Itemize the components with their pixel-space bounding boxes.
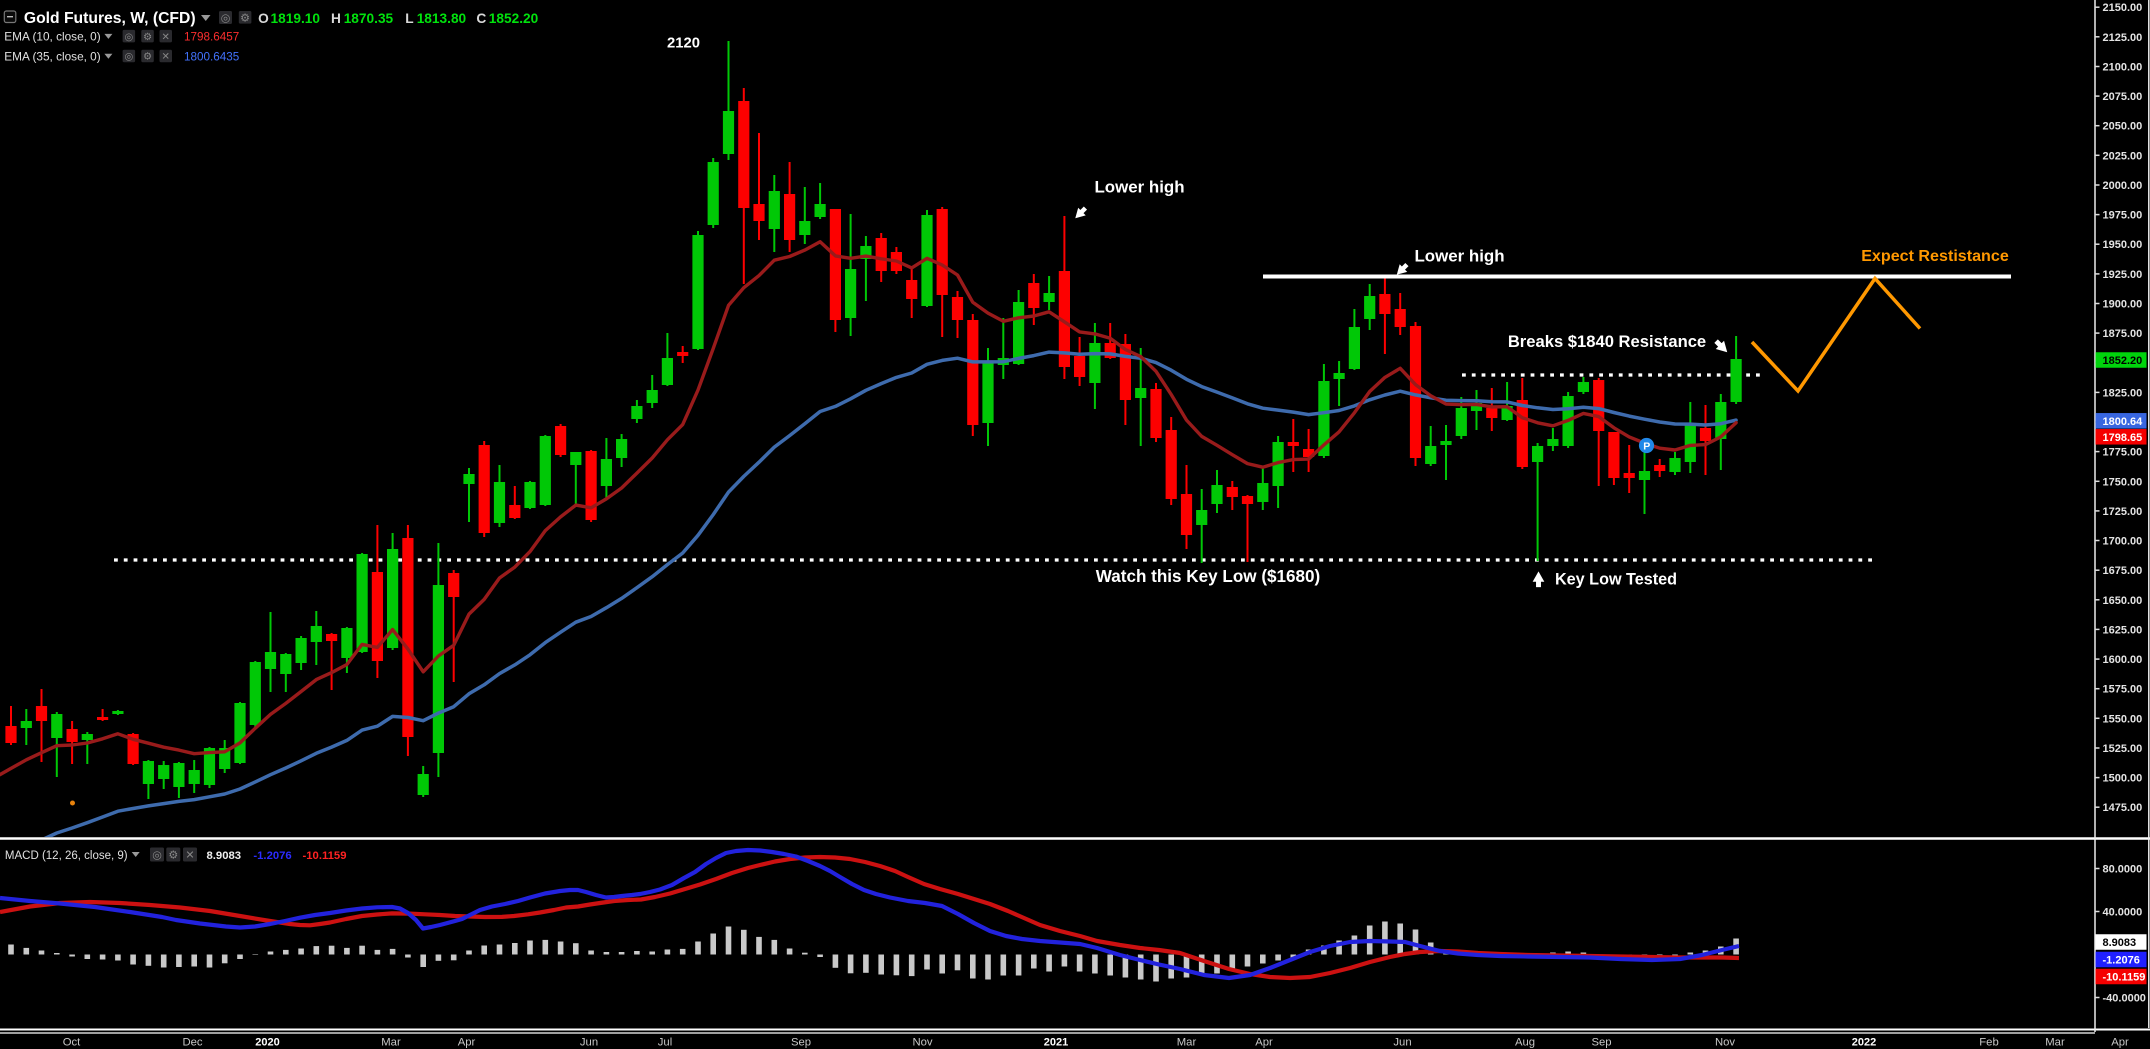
svg-text:Dec: Dec [182, 1037, 202, 1049]
svg-text:80.0000: 80.0000 [2103, 864, 2143, 876]
svg-text:1800.6435: 1800.6435 [184, 50, 240, 63]
svg-text:1600.00: 1600.00 [2103, 654, 2143, 666]
svg-text:2022: 2022 [1852, 1037, 1876, 1049]
svg-text:1852.20: 1852.20 [489, 11, 539, 26]
svg-text:1819.10: 1819.10 [271, 11, 321, 26]
svg-text:MACD (12, 26, close, 9): MACD (12, 26, close, 9) [5, 850, 128, 862]
svg-text:◎: ◎ [124, 52, 133, 63]
svg-text:Jun: Jun [1393, 1037, 1411, 1049]
svg-text:-10.1159: -10.1159 [2103, 972, 2146, 984]
svg-text:Sep: Sep [791, 1037, 811, 1049]
svg-text:1700.00: 1700.00 [2103, 536, 2143, 548]
svg-text:O: O [258, 11, 269, 26]
svg-text:Apr: Apr [2111, 1037, 2129, 1049]
svg-text:Jun: Jun [580, 1037, 598, 1049]
svg-text:P: P [1643, 441, 1650, 453]
svg-text:2150.00: 2150.00 [2103, 2, 2143, 14]
svg-text:1798.6457: 1798.6457 [184, 30, 239, 43]
svg-text:1825.00: 1825.00 [2103, 387, 2143, 399]
svg-text:1800.64: 1800.64 [2103, 416, 2144, 428]
svg-text:1625.00: 1625.00 [2103, 624, 2143, 636]
svg-text:1900.00: 1900.00 [2103, 299, 2143, 311]
svg-text:-40.0000: -40.0000 [2103, 993, 2146, 1005]
svg-text:Lower high: Lower high [1414, 247, 1504, 266]
svg-text:40.0000: 40.0000 [2103, 907, 2143, 919]
svg-text:Apr: Apr [458, 1037, 476, 1049]
svg-text:EMA (35, close, 0): EMA (35, close, 0) [4, 49, 100, 63]
svg-text:H: H [331, 11, 341, 26]
svg-text:2021: 2021 [1044, 1037, 1068, 1049]
svg-text:Sep: Sep [1591, 1037, 1611, 1049]
svg-text:C: C [476, 11, 486, 26]
svg-text:EMA (10, close, 0): EMA (10, close, 0) [4, 29, 100, 43]
svg-text:1875.00: 1875.00 [2103, 328, 2143, 340]
svg-text:Nov: Nov [1715, 1037, 1735, 1049]
svg-text:2000.00: 2000.00 [2103, 180, 2143, 192]
svg-text:1975.00: 1975.00 [2103, 210, 2143, 222]
svg-text:1575.00: 1575.00 [2103, 684, 2143, 696]
svg-text:Key Low Tested: Key Low Tested [1555, 571, 1677, 589]
svg-text:1925.00: 1925.00 [2103, 269, 2143, 281]
svg-text:Mar: Mar [381, 1037, 401, 1049]
svg-text:✕: ✕ [162, 52, 170, 63]
svg-text:Apr: Apr [1255, 1037, 1273, 1049]
svg-text:⚙: ⚙ [143, 32, 152, 43]
svg-text:2020: 2020 [255, 1037, 279, 1049]
svg-text:2075.00: 2075.00 [2103, 91, 2143, 103]
svg-text:Mar: Mar [2045, 1037, 2065, 1049]
svg-text:2125.00: 2125.00 [2103, 32, 2143, 44]
svg-text:1725.00: 1725.00 [2103, 506, 2143, 518]
svg-text:1525.00: 1525.00 [2103, 743, 2143, 755]
svg-text:1950.00: 1950.00 [2103, 239, 2143, 251]
svg-text:Feb: Feb [1979, 1037, 1998, 1049]
svg-text:◎: ◎ [221, 12, 231, 24]
svg-text:Jul: Jul [658, 1037, 672, 1049]
svg-text:1500.00: 1500.00 [2103, 773, 2143, 785]
svg-text:◎: ◎ [152, 849, 162, 861]
svg-text:Oct: Oct [63, 1037, 81, 1049]
svg-text:1675.00: 1675.00 [2103, 565, 2143, 577]
svg-text:⚙: ⚙ [143, 52, 152, 63]
svg-text:⚙: ⚙ [240, 12, 250, 24]
svg-text:Mar: Mar [1177, 1037, 1197, 1049]
svg-text:1813.80: 1813.80 [417, 11, 467, 26]
svg-text:-1.2076: -1.2076 [253, 850, 291, 862]
svg-text:1798.65: 1798.65 [2103, 432, 2143, 444]
svg-text:⚙: ⚙ [168, 849, 178, 861]
svg-text:Aug: Aug [1515, 1037, 1535, 1049]
svg-text:2050.00: 2050.00 [2103, 121, 2143, 133]
svg-text:✕: ✕ [185, 849, 194, 861]
svg-text:2100.00: 2100.00 [2103, 61, 2143, 73]
svg-text:8.9083: 8.9083 [207, 850, 242, 862]
svg-text:1852.20: 1852.20 [2103, 355, 2143, 367]
svg-text:1475.00: 1475.00 [2103, 802, 2143, 814]
svg-text:2120: 2120 [667, 36, 700, 52]
svg-text:-1.2076: -1.2076 [2103, 955, 2140, 967]
svg-text:1750.00: 1750.00 [2103, 476, 2143, 488]
svg-text:Watch this Key Low ($1680): Watch this Key Low ($1680) [1096, 567, 1321, 586]
svg-text:Breaks $1840 Resistance: Breaks $1840 Resistance [1508, 332, 1706, 351]
svg-text:1550.00: 1550.00 [2103, 713, 2143, 725]
svg-text:8.9083: 8.9083 [2103, 937, 2137, 949]
svg-text:Nov: Nov [912, 1037, 932, 1049]
svg-text:1775.00: 1775.00 [2103, 447, 2143, 459]
svg-text:Expect Restistance: Expect Restistance [1861, 247, 2009, 265]
svg-text:1870.35: 1870.35 [344, 11, 394, 26]
svg-text:1650.00: 1650.00 [2103, 595, 2143, 607]
svg-text:-10.1159: -10.1159 [303, 850, 347, 862]
svg-text:L: L [405, 11, 413, 26]
svg-text:✕: ✕ [162, 32, 170, 43]
svg-text:Gold Futures, W, (CFD): Gold Futures, W, (CFD) [24, 10, 196, 27]
svg-text:◎: ◎ [124, 32, 133, 43]
svg-text:Lower high: Lower high [1094, 178, 1184, 197]
svg-text:2025.00: 2025.00 [2103, 150, 2143, 162]
